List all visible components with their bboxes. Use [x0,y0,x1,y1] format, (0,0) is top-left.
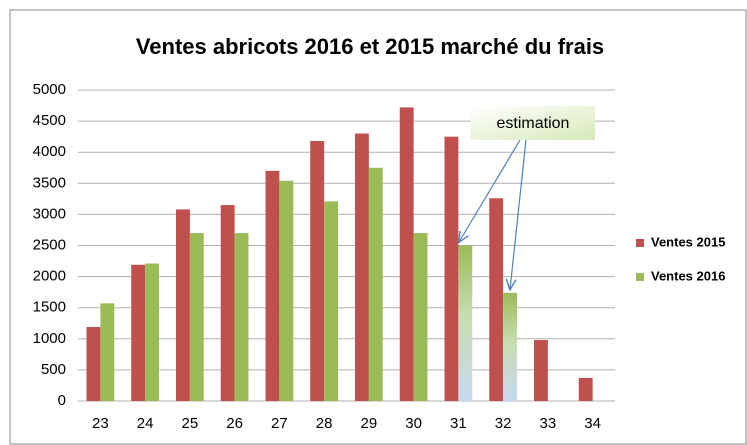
bar [355,133,369,402]
bar [86,326,101,401]
y-tick-label: 500 [41,361,66,378]
legend-label: Ventes 2016 [651,268,725,283]
bar [189,233,204,401]
y-tick-label: 0 [58,392,66,409]
y-tick-label: 1500 [33,299,66,316]
annotation-arrow [510,139,527,289]
annotation: estimation [497,115,570,132]
y-tick-label: 1000 [33,330,66,347]
bar [489,198,504,401]
x-tick-label: 28 [316,415,333,432]
legend-swatch [636,273,644,281]
x-tick-label: 31 [450,415,467,432]
y-tick-label: 2500 [33,236,66,253]
y-tick-label: 4500 [33,112,66,129]
y-tick-label: 3000 [33,205,66,222]
x-tick-label: 27 [271,415,288,432]
bar [368,167,383,401]
bar [100,303,115,401]
legend-swatch [636,239,644,247]
y-tick-label: 4000 [33,143,66,160]
bar [234,233,249,401]
bar [444,136,459,401]
chart-title: Ventes abricots 2016 et 2015 marché du f… [136,34,604,59]
bar [310,141,325,401]
x-tick-label: 29 [361,415,378,432]
bar [279,180,294,401]
annotation-box [470,106,595,140]
bar [131,264,146,401]
bar [503,292,517,401]
bar [145,263,159,401]
bar [220,205,235,401]
x-tick-label: 30 [405,415,422,432]
x-tick-label: 24 [137,415,154,432]
legend-label: Ventes 2015 [651,234,725,249]
bar [176,209,190,401]
y-tick-label: 3500 [33,174,66,191]
x-tick-label: 26 [226,415,243,432]
x-tick-label: 32 [495,415,512,432]
y-tick-label: 5000 [33,81,66,98]
x-tick-label: 33 [540,415,557,432]
bar [399,107,414,401]
bar [534,340,548,401]
x-tick-label: 34 [584,415,601,432]
bar [413,233,428,401]
bar [578,377,593,401]
x-tick-label: 25 [182,415,199,432]
bar [458,245,473,401]
y-tick-label: 2000 [33,268,66,285]
x-tick-label: 23 [92,415,109,432]
bar [265,170,280,401]
annotation-arrow [459,139,521,242]
bar [324,201,338,401]
